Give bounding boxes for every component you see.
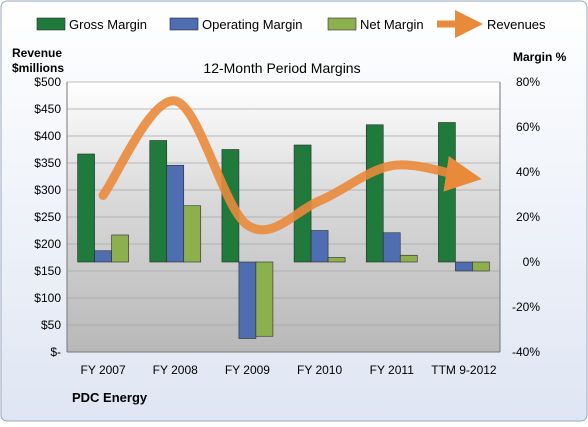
bar: [455, 261, 473, 272]
bar: [382, 232, 401, 263]
left-axis-label-line1: Revenue: [12, 46, 62, 60]
legend-label: Revenues: [487, 17, 546, 32]
bar: [255, 261, 274, 337]
axes: $500 $450 $400 $350 $300 $250 $200 $150 $100 $50 $…: [34, 75, 540, 377]
bar: [327, 257, 346, 263]
category-label: FY 2007: [81, 363, 126, 377]
right-tick-label: 60%: [516, 120, 540, 134]
bar: [111, 234, 129, 263]
bar: [238, 261, 257, 339]
category-label: FY 2011: [370, 363, 415, 377]
right-axis-label: Margin %: [513, 50, 567, 64]
left-tick-label: $350: [34, 156, 61, 170]
left-tick-label: $150: [34, 264, 61, 278]
category-label: TTM 9-2012: [431, 363, 497, 377]
left-tick-label: $500: [34, 75, 61, 89]
left-axis-label-line2: $millions: [12, 61, 64, 75]
category-label: FY 2009: [225, 363, 270, 377]
left-tick-label: $100: [34, 291, 61, 305]
legend-label: Gross Margin: [69, 17, 147, 32]
bar: [310, 230, 329, 263]
bar: [94, 250, 112, 263]
bar: [77, 153, 95, 263]
left-tick-label: $200: [34, 237, 61, 251]
line-series: [98, 96, 482, 235]
revenue-line: [98, 96, 482, 235]
legend-label: Net Margin: [360, 17, 424, 32]
right-tick-label: -20%: [512, 300, 540, 314]
left-tick-label: $-: [50, 345, 61, 359]
bar: [166, 164, 185, 263]
category-label: FY 2010: [297, 363, 342, 377]
bar: [183, 205, 202, 263]
bar: [438, 122, 456, 263]
legend-swatch: [169, 17, 199, 31]
legend: Gross Margin Operating Margin Net Margin Re…: [36, 10, 546, 38]
left-tick-label: $50: [41, 318, 61, 332]
category-label: FY 2008: [153, 363, 198, 377]
bar: [472, 261, 490, 272]
right-tick-label: -40%: [512, 345, 540, 359]
company-label: PDC Energy: [72, 390, 148, 405]
bar: [365, 124, 384, 263]
legend-swatch: [327, 17, 357, 31]
left-tick-label: $250: [34, 210, 61, 224]
right-tick-label: 20%: [516, 210, 540, 224]
left-tick-label: $450: [34, 102, 61, 116]
bar: [399, 254, 418, 263]
legend-label: Operating Margin: [202, 17, 302, 32]
left-tick-label: $300: [34, 183, 61, 197]
legend-swatch: [36, 17, 66, 31]
chart-title: 12-Month Period Margins: [203, 60, 360, 76]
bar: [149, 140, 168, 263]
right-tick-label: 40%: [516, 165, 540, 179]
left-tick-label: $400: [34, 129, 61, 143]
right-tick-label: 0%: [523, 255, 541, 269]
right-tick-label: 80%: [516, 75, 540, 89]
